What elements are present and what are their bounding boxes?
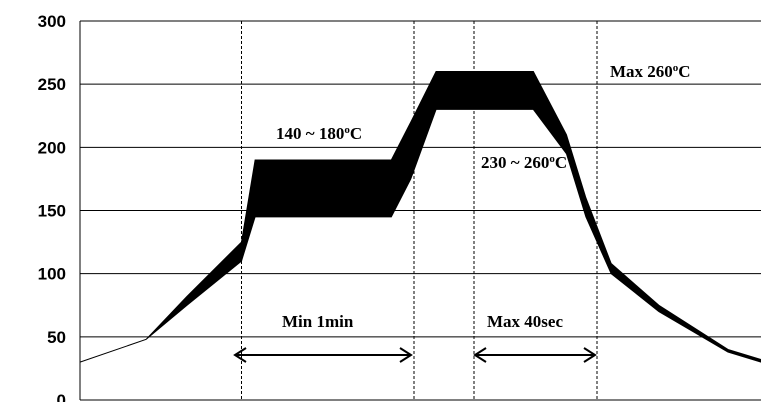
dashed-phase-lines [240, 21, 598, 400]
y-axis-ticks: 0 50 100 150 200 250 300 [38, 12, 66, 402]
y-tick-label: 50 [47, 328, 66, 347]
y-tick-label: 250 [38, 75, 66, 94]
temperature-band [79, 71, 761, 363]
y-tick-label: 300 [38, 12, 66, 31]
reflow-range-label: 230 ~ 260oC [481, 153, 567, 172]
y-tick-label: 150 [38, 202, 66, 221]
y-tick-label: 100 [38, 265, 66, 284]
reflow-duration-arrow [473, 347, 597, 363]
preheat-time-label: Min 1min [282, 312, 354, 331]
y-tick-label: 0 [57, 391, 66, 402]
preheat-duration-arrow [233, 347, 413, 363]
reflow-time-label: Max 40sec [487, 312, 563, 331]
y-tick-label: 200 [38, 138, 66, 157]
peak-temperature-label: Max 260oC [610, 62, 691, 81]
temperature-range-band [79, 71, 761, 363]
preheat-range-label: 140 ~ 180oC [276, 124, 362, 143]
